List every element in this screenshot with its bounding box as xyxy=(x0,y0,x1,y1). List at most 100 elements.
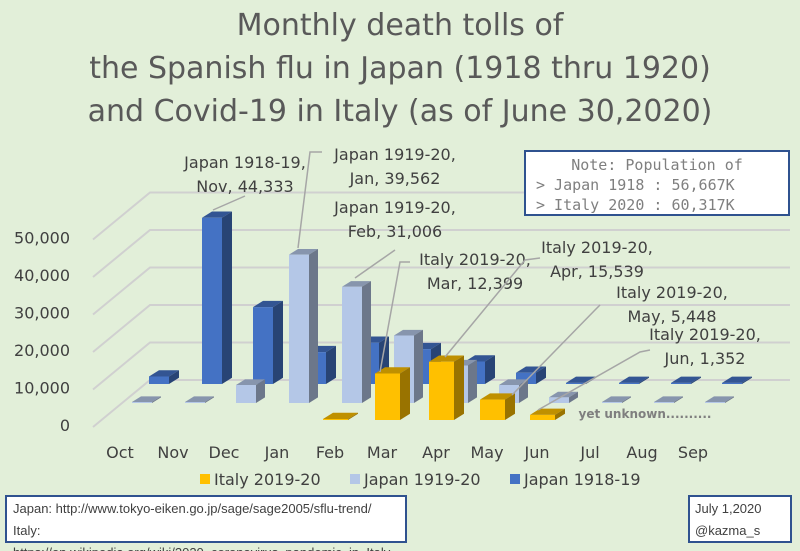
sources-box: Japan: http://www.tokyo-eiken.go.jp/sage… xyxy=(5,495,407,551)
bar-side xyxy=(725,396,734,403)
bar-top xyxy=(289,249,318,255)
bar-japan-1919-20-jan xyxy=(289,254,309,403)
bar-japan-1918-19-dec xyxy=(253,307,273,384)
bar-japan-1918-19-sep xyxy=(722,382,742,384)
bar-top xyxy=(394,329,423,336)
bar-japan-1919-20-nov xyxy=(185,402,205,403)
bar-italy-2019-20-jun xyxy=(530,414,555,420)
x-tick-label: Aug xyxy=(626,443,657,462)
note-line: > Italy 2020 : 60,317K xyxy=(536,196,735,214)
bar-top xyxy=(654,396,683,402)
bar-side xyxy=(555,408,565,420)
bar-top xyxy=(236,379,265,385)
y-tick-label: 30,000 xyxy=(14,304,70,323)
annotation-label: Italy 2019-20, xyxy=(541,238,653,257)
legend-swatch xyxy=(200,474,210,484)
title-line: and Covid-19 in Italy (as of June 30,202… xyxy=(87,94,713,129)
bar-side xyxy=(326,345,336,384)
annotation-label: Japan 1919-20, xyxy=(333,145,456,164)
credit-box: July 1,2020 @kazma_s xyxy=(688,495,792,543)
x-tick-label: Mar xyxy=(367,443,398,462)
bar-side xyxy=(536,366,546,384)
legend-swatch xyxy=(510,474,520,484)
annotation-label: May, 5,448 xyxy=(627,307,716,326)
annotation-label: Italy 2019-20, xyxy=(649,325,761,344)
bar-japan-1918-19-aug xyxy=(671,382,691,384)
y-tick-label: 0 xyxy=(60,416,70,435)
bar-top xyxy=(429,355,464,362)
bar-side xyxy=(742,376,752,384)
bar-italy-2019-20-feb xyxy=(323,419,348,420)
bar-japan-1919-20-sep xyxy=(705,402,725,403)
annotation-label: Jan, 39,562 xyxy=(349,169,441,188)
bar-japan-1919-20-dec xyxy=(236,385,256,403)
y-tick-label: 20,000 xyxy=(14,341,70,360)
annotation-leader xyxy=(537,349,651,411)
annotation-label: Italy 2019-20, xyxy=(419,250,531,269)
annotation-label: Italy 2019-20, xyxy=(616,283,728,302)
y-tick-label: 50,000 xyxy=(14,229,70,248)
title-line: Monthly death tolls of xyxy=(236,8,564,43)
legend-label: Japan 1918-19 xyxy=(523,470,641,489)
x-tick-label: Oct xyxy=(106,443,134,462)
bar-top xyxy=(185,396,214,402)
bar-side xyxy=(152,396,161,403)
bar-japan-1918-19-oct xyxy=(149,376,169,384)
bar-side xyxy=(169,370,179,384)
bar-top xyxy=(549,391,578,398)
gridline xyxy=(92,229,790,278)
bar-side xyxy=(639,376,649,384)
annotation-leader xyxy=(379,261,410,373)
x-tick-label: Sep xyxy=(678,443,708,462)
annotation-leader xyxy=(354,249,396,279)
bar-top xyxy=(323,412,358,419)
bar-side xyxy=(674,396,683,403)
annotation-label: Apr, 15,539 xyxy=(550,262,644,281)
gridline xyxy=(92,341,790,391)
bar-side xyxy=(505,393,515,420)
bar-side xyxy=(468,359,477,403)
source-japan: Japan: http://www.tokyo-eiken.go.jp/sage… xyxy=(13,501,372,516)
x-tick-label: Jan xyxy=(264,443,290,462)
bar-japan-1918-19-may xyxy=(516,372,536,384)
bar-japan-1919-20-feb xyxy=(342,286,362,403)
bar-top xyxy=(375,367,410,374)
annotation-label: Japan 1919-20, xyxy=(333,198,456,217)
x-tick-label: Dec xyxy=(209,443,240,462)
gridline xyxy=(92,304,790,353)
bar-japan-1918-19-jul xyxy=(619,382,639,384)
bar-side xyxy=(205,396,214,403)
annotation-label: Nov, 44,333 xyxy=(196,177,293,196)
bar-japan-1918-19-nov xyxy=(202,217,222,384)
bar-top xyxy=(342,281,371,287)
legend-label: Italy 2019-20 xyxy=(214,470,321,489)
annotation-label: Feb, 31,006 xyxy=(348,222,442,241)
bar-side xyxy=(414,329,423,403)
x-tick-label: Apr xyxy=(422,443,450,462)
population-note: Note: Population of > Japan 1918 : 56,66… xyxy=(524,150,790,216)
bar-side xyxy=(569,391,578,403)
bar-italy-2019-20-mar xyxy=(375,373,400,420)
bar-top xyxy=(602,396,631,402)
bar-japan-1919-20-jul xyxy=(602,402,622,403)
source-italy: Italy: https://en.wikipedia.org/wiki/202… xyxy=(13,523,390,551)
gridline xyxy=(92,266,790,316)
bar-side xyxy=(222,211,232,384)
note-title: Note: Population of xyxy=(571,156,743,174)
bar-side xyxy=(400,367,410,420)
bar-side xyxy=(273,300,283,384)
bar-top xyxy=(705,396,734,402)
bar-side xyxy=(348,412,358,420)
bar-side xyxy=(256,379,265,403)
annotation-leader xyxy=(444,257,541,358)
chart-title: Monthly death tolls of the Spanish flu i… xyxy=(0,4,800,133)
bar-side xyxy=(691,376,701,384)
x-tick-label: Jul xyxy=(579,443,599,462)
bar-japan-1918-19-jun xyxy=(566,382,586,384)
note-line: > Japan 1918 : 56,667K xyxy=(536,176,735,194)
y-tick-label: 40,000 xyxy=(14,266,70,285)
credit-author: @kazma_s xyxy=(695,523,761,538)
title-line: the Spanish flu in Japan (1918 thru 1920… xyxy=(89,51,711,86)
legend-swatch xyxy=(350,474,360,484)
